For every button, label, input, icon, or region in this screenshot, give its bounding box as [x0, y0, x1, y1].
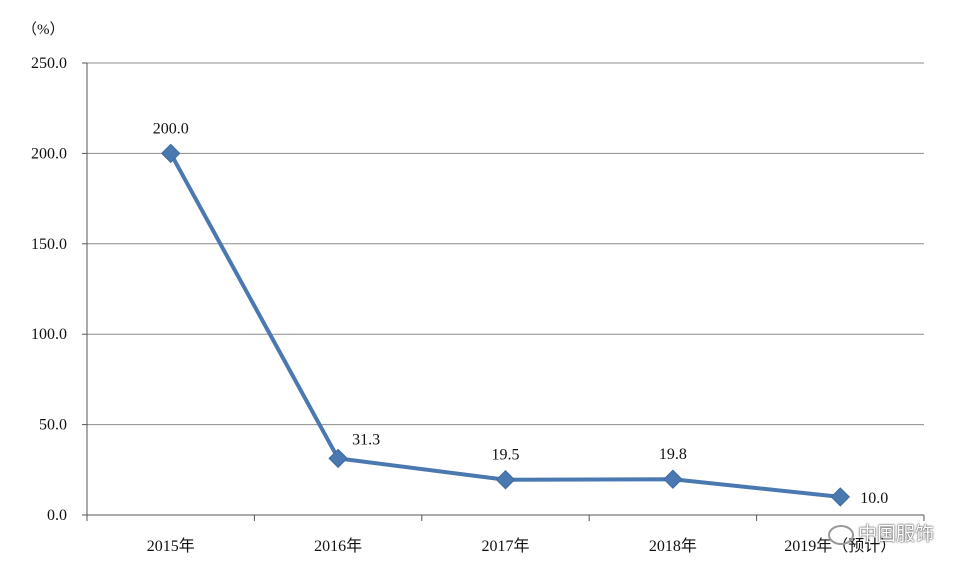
y-tick-label: 50.0	[39, 417, 67, 434]
data-label: 200.0	[153, 120, 189, 137]
data-point-marker	[328, 448, 348, 469]
watermark-text: 中国服饰	[857, 523, 934, 545]
data-point-marker	[160, 143, 181, 164]
data-point-marker	[830, 487, 851, 507]
data-label: 19.5	[492, 447, 520, 464]
series-path	[168, 152, 841, 499]
x-tick-label: 2019年（预计）	[784, 537, 896, 555]
data-labels: 200.0 31.3 19.5 19.8 10.0	[153, 120, 889, 507]
data-label: 31.3	[352, 431, 380, 448]
x-tick-label: 2016年	[314, 537, 362, 555]
watermark: 中国服饰	[827, 519, 934, 546]
y-tick-label: 250.0	[31, 55, 67, 72]
y-tick-label: 200.0	[31, 145, 67, 162]
gridlines	[87, 62, 924, 426]
y-tick-label: 150.0	[31, 236, 67, 253]
y-axis: 0.0 50.0 100.0 150.0 200.0 250.0	[31, 55, 88, 524]
data-point-marker	[663, 469, 683, 489]
data-label: 10.0	[860, 490, 888, 507]
x-axis: 2015年 2016年 2017年 2018年 2019年（预计）	[86, 514, 925, 555]
wechat-logo-icon	[827, 524, 854, 545]
series-line	[160, 143, 851, 507]
y-tick-label: 0.0	[47, 507, 67, 524]
data-label: 19.8	[659, 446, 687, 463]
x-tick-label: 2017年	[481, 537, 529, 555]
x-tick-label: 2015年	[147, 537, 195, 555]
y-unit-label: （%）	[22, 21, 65, 38]
x-tick-label: 2018年	[649, 537, 697, 555]
data-point-marker	[495, 470, 516, 490]
y-tick-label: 100.0	[31, 326, 67, 343]
